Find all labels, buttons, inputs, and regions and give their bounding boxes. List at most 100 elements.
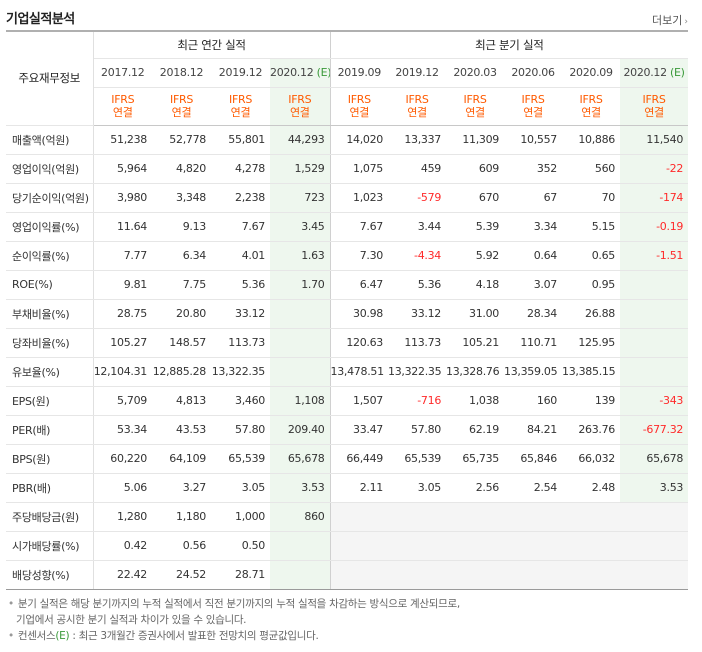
- row-label: 당좌비율(%): [6, 328, 94, 358]
- row-label: 영업이익률(%): [6, 212, 94, 242]
- period-label: 2017.12: [101, 66, 145, 79]
- table-cell: 1,075: [330, 154, 389, 184]
- period-label: 2018.12: [159, 66, 204, 79]
- table-cell: 3.27: [152, 473, 211, 503]
- period-header: 2020.03: [446, 58, 505, 88]
- footnote-2-text: : 최근 3개월간 증권사에서 발표한 전망치의 평균값입니다.: [72, 630, 319, 642]
- row-label: ROE(%): [6, 270, 94, 300]
- table-cell: 7.75: [152, 270, 211, 300]
- table-cell: 209.40: [270, 415, 331, 445]
- period-header: 2020.12 (E): [620, 58, 689, 88]
- table-cell: 3.07: [504, 270, 563, 300]
- row-header-label: 주요재무정보: [6, 30, 94, 126]
- table-cell: 13,322.35: [388, 357, 447, 387]
- table-cell: 62.19: [446, 415, 505, 445]
- table-row: 주당배당금(원) 1,280 1,180 1,000 860: [6, 501, 689, 532]
- table-cell: 110.71: [504, 328, 563, 358]
- table-cell: 0.64: [504, 241, 563, 271]
- period-header: 2020.12 (E): [270, 58, 331, 88]
- table-cell: 51,238: [93, 125, 152, 155]
- table-cell: 2.54: [504, 473, 563, 503]
- table-cell: [270, 298, 331, 329]
- table-cell: 20.80: [152, 298, 211, 329]
- table-cell: 7.77: [93, 241, 152, 271]
- table-cell: 105.27: [93, 328, 152, 358]
- table-cell: 60,220: [93, 444, 152, 474]
- table-cell: 5,964: [93, 154, 152, 184]
- more-link[interactable]: 더보기 ›: [652, 12, 688, 28]
- table-cell: 65,539: [388, 444, 447, 474]
- table-cell: [446, 531, 505, 561]
- ifrs-label: IFRS 연결: [504, 87, 563, 126]
- ifrs-label: IFRS 연결: [330, 87, 389, 126]
- table-cell: 5.92: [446, 241, 505, 271]
- table-cell: 459: [388, 154, 447, 184]
- table-cell: 3.53: [620, 473, 689, 503]
- table-cell: 28.71: [211, 560, 270, 590]
- period-header: 2018.12: [152, 58, 211, 88]
- table-row: ROE(%) 9.81 7.75 5.36 1.70 6.47 5.36 4.18 3.07 0.…: [6, 270, 689, 300]
- row-label: 유보율(%): [6, 357, 94, 387]
- table-cell: 4.01: [211, 241, 270, 271]
- table-cell: 5.06: [93, 473, 152, 503]
- row-label: BPS(원): [6, 444, 94, 474]
- ifrs-line1: IFRS: [347, 93, 371, 106]
- more-link-label: 더보기: [652, 14, 683, 27]
- period-header: 2019.12: [388, 58, 447, 88]
- table-cell: 609: [446, 154, 505, 184]
- ifrs-line2: 연결: [523, 106, 543, 119]
- chevron-right-icon: ›: [684, 17, 688, 27]
- table-cell: [270, 531, 331, 561]
- table-cell: -579: [388, 183, 447, 213]
- table-row: 매출액(억원) 51,238 52,778 55,801 44,293 14,020 13,…: [6, 125, 689, 155]
- table-cell: [620, 270, 689, 300]
- period-label: 2020.06: [511, 66, 555, 79]
- table-cell: 105.21: [446, 328, 505, 358]
- table-cell: 14,020: [330, 125, 389, 155]
- table-cell: 9.13: [152, 212, 211, 242]
- table-cell: 65,539: [211, 444, 270, 474]
- table-cell: 860: [270, 501, 331, 532]
- annual-group-header: 최근 연간 실적: [93, 30, 331, 59]
- table-row: 영업이익(억원) 5,964 4,820 4,278 1,529 1,075 459 609 3…: [6, 154, 689, 184]
- table-cell: 11.64: [93, 212, 152, 242]
- table-cell: 139: [562, 385, 621, 416]
- table-cell: 5,709: [93, 385, 152, 416]
- table-cell: 33.12: [211, 298, 270, 329]
- table-cell: 5.39: [446, 212, 505, 242]
- table-cell: [620, 560, 689, 590]
- table-cell: 13,337: [388, 125, 447, 155]
- ifrs-line2: 연결: [171, 106, 192, 119]
- footnote-2-marker: (E): [55, 630, 70, 642]
- row-label: 매출액(억원): [6, 125, 94, 155]
- table-cell: 3,980: [93, 183, 152, 213]
- table-cell: -22: [620, 154, 689, 184]
- table-cell: 4.18: [446, 270, 505, 300]
- table-cell: [270, 560, 331, 590]
- table-cell: 33.47: [330, 415, 389, 445]
- table-cell: 3.05: [388, 473, 447, 503]
- table-cell: 148.57: [152, 328, 211, 358]
- table-cell: 9.81: [93, 270, 152, 300]
- table-cell: 670: [446, 183, 505, 213]
- ifrs-line1: IFRS: [579, 93, 603, 106]
- footnote-1-line1: 분기 실적은 해당 분기까지의 누적 실적에서 직전 분기까지의 누적 실적을 …: [17, 598, 460, 610]
- table-cell: [620, 531, 689, 561]
- period-label: 2019.12: [395, 66, 439, 79]
- table-cell: 1.70: [270, 270, 331, 300]
- table-cell: -677.32: [620, 415, 689, 445]
- ifrs-line1: IFRS: [288, 93, 312, 106]
- table-cell: 7.67: [211, 212, 270, 242]
- table-cell: -1.51: [620, 241, 689, 271]
- table-cell: -343: [620, 385, 689, 416]
- footnote-1-line2: 기업에서 공시한 분기 실적과 차이가 있을 수 있습니다.: [16, 614, 247, 626]
- table-cell: [504, 531, 563, 561]
- table-cell: [388, 560, 447, 590]
- table-cell: 3.34: [504, 212, 563, 242]
- table-row: 시가배당률(%) 0.42 0.56 0.50: [6, 531, 689, 561]
- ifrs-line2: 연결: [349, 106, 370, 119]
- period-label: 2019.09: [337, 66, 382, 79]
- table-cell: 57.80: [211, 415, 270, 445]
- table-cell: 64,109: [152, 444, 211, 474]
- footnotes: • 분기 실적은 해당 분기까지의 누적 실적에서 직전 분기까지의 누적 실적을…: [8, 596, 688, 644]
